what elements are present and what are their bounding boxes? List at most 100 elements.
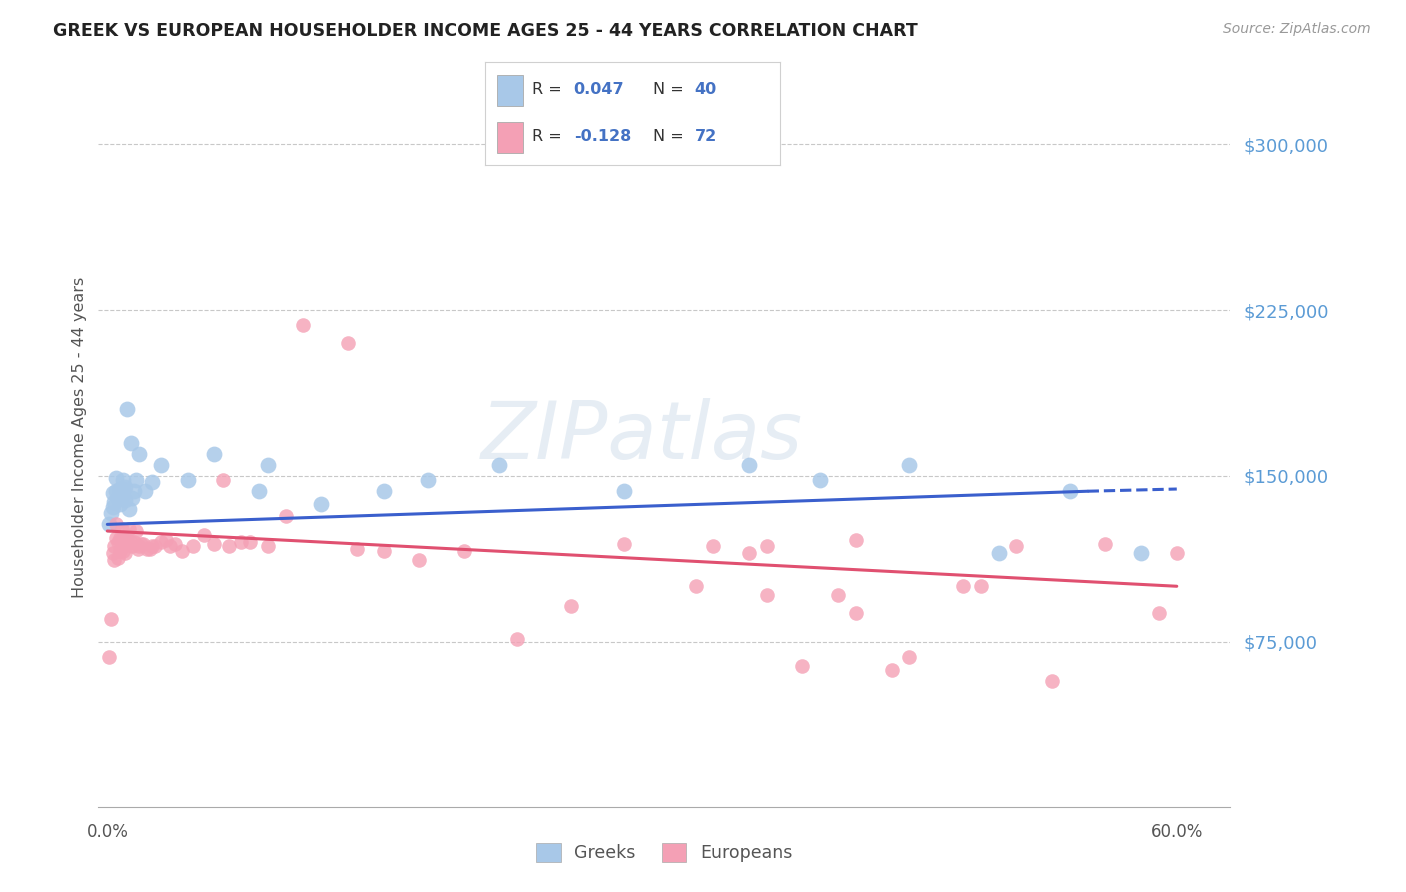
Text: R =: R = — [533, 128, 567, 144]
Point — [159, 540, 181, 554]
Point — [165, 537, 187, 551]
Point — [141, 540, 163, 554]
Point — [112, 482, 135, 496]
Point — [239, 535, 262, 549]
Point — [827, 588, 849, 602]
Point — [408, 553, 430, 567]
Point — [121, 491, 143, 505]
Point — [107, 491, 129, 505]
Point — [738, 458, 761, 472]
Point — [1059, 484, 1081, 499]
Point — [292, 318, 315, 333]
Point — [101, 546, 124, 560]
Point — [114, 493, 136, 508]
Point — [212, 473, 235, 487]
Point — [1130, 546, 1153, 560]
Point — [100, 506, 122, 520]
Point — [103, 495, 125, 509]
Point — [100, 612, 122, 626]
Point — [115, 533, 138, 547]
Point — [808, 473, 831, 487]
Point — [755, 540, 778, 554]
Point — [229, 535, 252, 549]
Point — [120, 435, 142, 450]
Point — [110, 522, 132, 536]
Point — [107, 550, 129, 565]
Point — [141, 475, 163, 490]
Point — [373, 544, 395, 558]
Point — [309, 498, 332, 512]
Point — [127, 541, 149, 556]
Point — [1147, 606, 1170, 620]
Point — [880, 663, 903, 677]
Point — [134, 484, 156, 499]
Point — [336, 336, 359, 351]
Point — [685, 579, 707, 593]
Text: ZIPatlas: ZIPatlas — [481, 398, 803, 476]
Point — [122, 484, 145, 499]
Point — [172, 544, 194, 558]
Text: -0.128: -0.128 — [574, 128, 631, 144]
Point — [738, 546, 761, 560]
Point — [346, 541, 368, 556]
Point — [98, 650, 121, 665]
Text: N =: N = — [654, 128, 689, 144]
Point — [418, 473, 440, 487]
Point — [506, 632, 529, 647]
Point — [128, 447, 150, 461]
Point — [110, 535, 132, 549]
Point — [98, 517, 121, 532]
Point — [118, 522, 141, 536]
Point — [202, 537, 225, 551]
Point — [702, 540, 724, 554]
Point — [108, 482, 131, 496]
Text: 0.047: 0.047 — [574, 81, 624, 96]
Legend: Greeks, Europeans: Greeks, Europeans — [529, 836, 800, 869]
Point — [120, 535, 142, 549]
Text: N =: N = — [654, 81, 689, 96]
Point — [987, 546, 1010, 560]
Point — [755, 588, 778, 602]
Point — [135, 541, 157, 556]
Point — [256, 540, 278, 554]
Point — [970, 579, 993, 593]
Point — [132, 537, 155, 551]
Point — [898, 650, 921, 665]
Point — [112, 473, 135, 487]
Point — [613, 537, 636, 551]
Point — [115, 402, 138, 417]
Point — [112, 544, 135, 558]
Point — [845, 533, 868, 547]
Point — [898, 458, 921, 472]
Point — [105, 517, 128, 532]
Point — [128, 540, 150, 554]
Point — [952, 579, 974, 593]
Point — [488, 458, 510, 472]
Point — [149, 535, 172, 549]
Point — [108, 544, 131, 558]
Point — [107, 535, 129, 549]
Text: R =: R = — [533, 81, 567, 96]
Y-axis label: Householder Income Ages 25 - 44 years: Householder Income Ages 25 - 44 years — [72, 277, 87, 598]
Point — [112, 531, 135, 545]
Point — [247, 484, 270, 499]
Text: 40: 40 — [695, 81, 717, 96]
Point — [114, 537, 136, 551]
Point — [373, 484, 395, 499]
Point — [1166, 546, 1188, 560]
Point — [114, 480, 136, 494]
Point — [453, 544, 475, 558]
Point — [155, 533, 177, 547]
Point — [560, 599, 582, 614]
Point — [122, 535, 145, 549]
Point — [149, 458, 172, 472]
Point — [218, 540, 240, 554]
Point — [121, 540, 143, 554]
Point — [181, 540, 204, 554]
Point — [1005, 540, 1028, 554]
Point — [139, 541, 162, 556]
Point — [118, 502, 141, 516]
Point — [103, 553, 125, 567]
Point — [105, 471, 128, 485]
Text: Source: ZipAtlas.com: Source: ZipAtlas.com — [1223, 22, 1371, 37]
